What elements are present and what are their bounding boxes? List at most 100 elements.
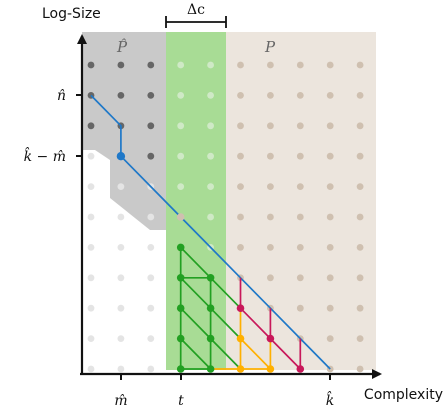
- grid-dot: [117, 274, 125, 282]
- grid-dot: [296, 122, 304, 130]
- grid-dot: [87, 213, 95, 221]
- y-axis-label: Log-Size: [42, 6, 101, 22]
- grid-dot: [326, 274, 334, 282]
- grid-dot: [177, 122, 185, 130]
- green-path: [180, 277, 212, 309]
- crimson-node: [296, 365, 305, 373]
- green-node: [206, 334, 215, 343]
- grid-dot: [326, 183, 334, 191]
- blue-frontier-path: [90, 94, 331, 370]
- green-path: [209, 307, 242, 340]
- grid-dot: [117, 183, 125, 191]
- grid-dot: [326, 92, 334, 99]
- grid-dot: [147, 274, 155, 282]
- grid-dot: [87, 183, 95, 191]
- grid-dot: [87, 122, 95, 130]
- grid-dot: [296, 92, 304, 99]
- grid-dot: [326, 335, 334, 342]
- grid-dot: [177, 183, 185, 191]
- grid-dot: [237, 183, 244, 191]
- grid-dot: [237, 213, 244, 221]
- grid-dot: [237, 92, 244, 99]
- grid-dot: [296, 304, 304, 312]
- grid-dot: [267, 213, 274, 221]
- delta-c-label: Δc: [187, 2, 205, 18]
- grid-dot: [117, 335, 125, 342]
- grid-dot: [296, 213, 304, 221]
- grid-dot: [326, 61, 334, 69]
- x-tick-label-t: t: [178, 393, 184, 409]
- green-path: [180, 307, 212, 340]
- crimson-node: [266, 334, 275, 343]
- grid-dot: [147, 152, 155, 160]
- grid-dot: [177, 61, 185, 69]
- grid-dot: [356, 244, 364, 251]
- grid-dot: [296, 274, 304, 282]
- crimson-node: [236, 304, 245, 313]
- grid-dot: [207, 122, 215, 130]
- green-node: [206, 304, 215, 313]
- grid-dot: [237, 122, 244, 130]
- grid-dot: [87, 244, 95, 251]
- green-path: [209, 338, 242, 370]
- grid-dot: [207, 61, 215, 69]
- grid-dot: [207, 213, 215, 221]
- grid-dot: [267, 92, 274, 99]
- grid-dot: [147, 244, 155, 251]
- delta-c-bracket: [165, 16, 227, 28]
- grid-dot: [117, 365, 125, 373]
- blue-node: [116, 152, 126, 161]
- grid-dot: [117, 304, 125, 312]
- grid-dot: [326, 244, 334, 251]
- grid-dot: [326, 152, 334, 160]
- orange-node: [236, 365, 245, 373]
- grid-dot: [147, 213, 155, 221]
- green-path: [209, 277, 242, 309]
- grid-dot: [356, 304, 364, 312]
- grid-dot: [117, 244, 125, 251]
- grid-dot: [356, 183, 364, 191]
- grid-dot: [117, 213, 125, 221]
- grid-dot: [356, 61, 364, 69]
- y-tick-label-k-minus-m: k̂ − m̂: [24, 146, 66, 165]
- p-hat-label: P̂: [116, 38, 128, 56]
- orange-node: [266, 365, 275, 373]
- grid-dot: [87, 365, 95, 373]
- grid-dot: [356, 274, 364, 282]
- green-path: [180, 246, 212, 279]
- grid-dot: [296, 244, 304, 251]
- p-region: [226, 32, 376, 370]
- crimson-path: [239, 277, 301, 370]
- green-node: [176, 243, 185, 252]
- orange-node: [236, 334, 245, 343]
- grid-dot: [356, 365, 364, 373]
- grid-dot: [147, 92, 155, 99]
- grid-dot: [177, 152, 185, 160]
- grid-dot: [356, 213, 364, 221]
- green-node: [206, 365, 215, 373]
- grid-dot: [296, 61, 304, 69]
- grid-dot: [326, 304, 334, 312]
- grid-dot: [267, 183, 274, 191]
- grid-dot: [356, 122, 364, 130]
- grid-dot: [326, 122, 334, 130]
- grid-dot: [147, 304, 155, 312]
- grid-dot: [326, 213, 334, 221]
- grid-dot: [237, 244, 244, 251]
- delta-c-band: [166, 32, 226, 370]
- green-node: [176, 365, 185, 373]
- green-node: [176, 334, 185, 343]
- grid-dot: [267, 61, 274, 69]
- grid-dot: [87, 335, 95, 342]
- grid-dot: [267, 122, 274, 130]
- grid-dot: [147, 365, 155, 373]
- grid-dot: [207, 152, 215, 160]
- p-label: P: [264, 38, 276, 56]
- y-tick-label-n-hat: n̂: [57, 88, 66, 104]
- grid-dot: [87, 304, 95, 312]
- x-axis-label: Complexity: [364, 387, 443, 403]
- grid-dot: [237, 152, 244, 160]
- grid-dot: [117, 92, 125, 99]
- grid-dot: [237, 61, 244, 69]
